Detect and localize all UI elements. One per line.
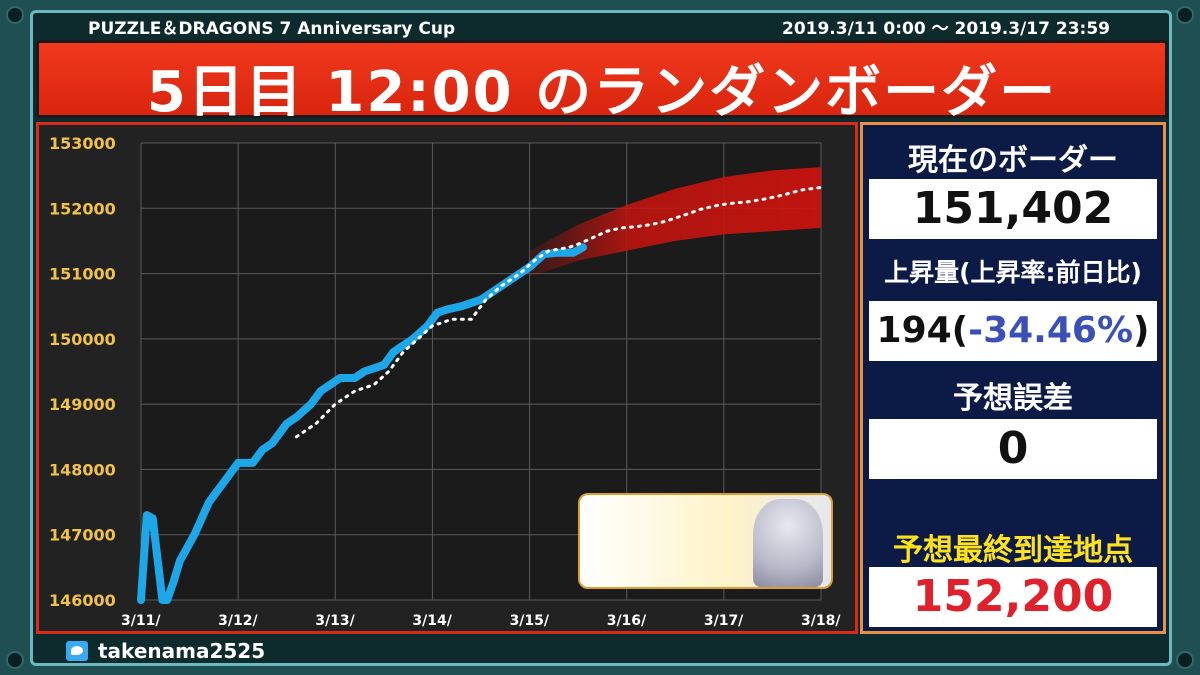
- event-name: PUZZLE＆DRAGONS 7 Anniversary Cup: [88, 19, 456, 39]
- y-tick-label: 147000: [49, 526, 116, 545]
- title-bar: 5日目 12:00 のランダンボーダー: [36, 40, 1168, 125]
- x-tick-label: 3/16/: [607, 613, 647, 629]
- error-value: 0: [869, 419, 1157, 479]
- increase-close: ): [1133, 310, 1150, 351]
- event-period: 2019.3/11 0:00 ～ 2019.3/17 23:59: [781, 19, 1110, 39]
- page-title: 5日目 12:00 のランダンボーダー: [146, 60, 1058, 125]
- corner-bolt: [1176, 651, 1194, 669]
- final-label: 予想最終到達地点: [893, 533, 1133, 568]
- forecast-line: [294, 185, 823, 439]
- footer: takenama2525: [66, 638, 265, 664]
- y-tick-label: 151000: [49, 265, 116, 284]
- x-tick-label: 3/11/: [121, 613, 161, 629]
- x-tick-label: 3/14/: [412, 613, 452, 629]
- increase-value: 194(-34.46%): [869, 301, 1157, 361]
- character-art: [753, 499, 823, 587]
- x-tick-label: 3/15/: [510, 613, 550, 629]
- y-tick-label: 150000: [49, 330, 116, 349]
- twitter-icon: [66, 641, 88, 661]
- x-tick-label: 3/17/: [704, 613, 744, 629]
- final-value: 152,200: [869, 567, 1157, 627]
- x-tick-label: 3/18/: [801, 613, 841, 629]
- y-tick-label: 152000: [49, 199, 116, 218]
- error-label: 予想誤差: [953, 381, 1073, 416]
- increase-label: 上昇量(上昇率:前日比): [884, 258, 1142, 287]
- corner-bolt: [6, 6, 24, 24]
- increase-rate: -34.46%: [968, 310, 1134, 351]
- corner-bolt: [6, 651, 24, 669]
- increase-amount: 194(: [876, 310, 969, 351]
- twitter-handle[interactable]: takenama2525: [98, 639, 266, 663]
- ranking-dungeon-logo: [578, 493, 833, 589]
- y-tick-label: 153000: [49, 134, 116, 153]
- y-tick-label: 146000: [49, 591, 116, 610]
- forecast-band: [529, 167, 821, 277]
- header-line: PUZZLE＆DRAGONS 7 Anniversary Cup 2019.3/…: [88, 14, 1110, 39]
- stats-panel: 現在のボーダー 151,402 上昇量(上昇率:前日比) 194(-34.46%…: [860, 122, 1166, 634]
- y-tick-label: 149000: [49, 395, 116, 414]
- current-border-value: 151,402: [869, 179, 1157, 239]
- chart-panel: 153000 152000 151000 150000 149000 148000 1470…: [36, 122, 858, 634]
- x-tick-label: 3/13/: [315, 613, 355, 629]
- y-tick-label: 148000: [49, 460, 116, 479]
- current-border-label: 現在のボーダー: [908, 143, 1118, 178]
- actual-border-line: [137, 243, 587, 604]
- corner-bolt: [1176, 6, 1194, 24]
- x-tick-label: 3/12/: [218, 613, 258, 629]
